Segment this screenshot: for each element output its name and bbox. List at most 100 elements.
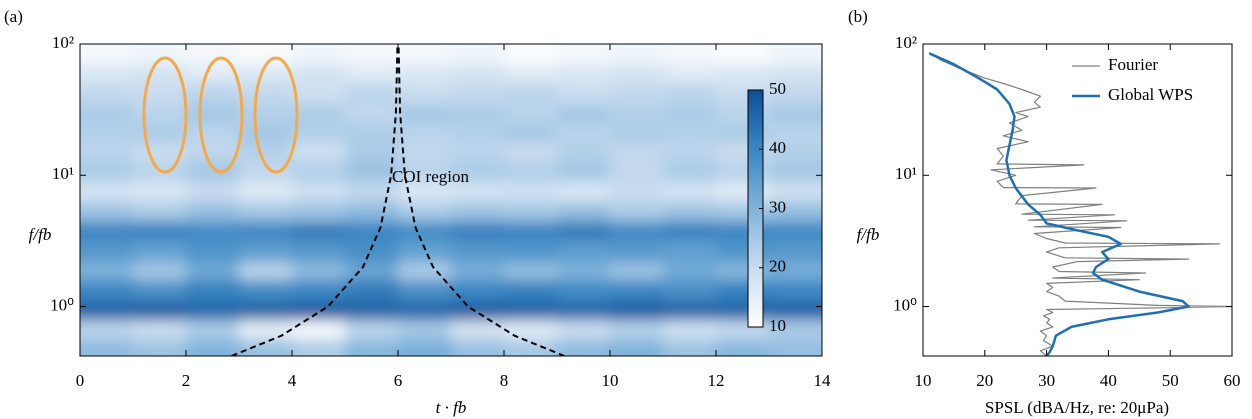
heat-cell [610, 339, 664, 356]
heat-cell [292, 44, 346, 65]
heat-cell [557, 261, 611, 281]
heat-cell [80, 83, 134, 105]
heat-cell [663, 301, 717, 320]
heat-cell [133, 339, 187, 356]
panel-label: (a) [4, 7, 23, 26]
heat-cell [557, 181, 611, 203]
heat-cell [663, 141, 717, 161]
heat-cell [769, 160, 822, 182]
heat-cell [451, 240, 505, 263]
y-tick-label: 10⁰ [893, 295, 917, 314]
heat-cell [557, 220, 611, 241]
heat-cell [451, 83, 505, 105]
heat-cell [557, 160, 611, 182]
heat-cell [345, 301, 399, 320]
heat-cell [239, 123, 293, 143]
heat-cell [80, 160, 134, 182]
heat-cell [186, 181, 240, 203]
heat-cell [80, 301, 134, 320]
heat-cell [345, 141, 399, 161]
heat-cell [663, 240, 717, 263]
y-tick-label: 10² [895, 33, 917, 52]
legend-label: Fourier [1108, 55, 1158, 74]
heat-cell [504, 160, 558, 182]
heat-cell [133, 261, 187, 281]
highlight-ellipses [142, 56, 299, 174]
heat-cell [239, 279, 293, 302]
heat-cell [769, 201, 822, 222]
heat-cell [398, 319, 452, 341]
heat-cell [610, 44, 664, 65]
heat-cell [557, 279, 611, 302]
ellipse [142, 56, 188, 174]
heat-cell [398, 339, 452, 356]
heat-cell [80, 103, 134, 124]
heat-cell [239, 103, 293, 124]
heat-cell [292, 181, 346, 203]
heat-cell [557, 319, 611, 341]
heat-cell [186, 279, 240, 302]
y-tick-label: 10¹ [895, 164, 917, 183]
heat-cell [557, 339, 611, 356]
heat-cell [663, 279, 717, 302]
heat-cell [398, 301, 452, 320]
heat-cell [186, 240, 240, 263]
heat-cell [345, 83, 399, 105]
x-tick-label: 50 [1162, 371, 1179, 390]
heat-cell [398, 240, 452, 263]
x-tick-label: 8 [500, 371, 509, 390]
heat-cell [345, 181, 399, 203]
heat-cell [345, 220, 399, 241]
y-axis-label: f/fb [29, 225, 52, 244]
heat-cell [769, 301, 822, 320]
heat-cell [769, 64, 822, 85]
heat-cell [345, 261, 399, 281]
heat-cell [186, 319, 240, 341]
heat-cell [80, 141, 134, 161]
heat-cell [451, 220, 505, 241]
colorbar-tick-label: 20 [769, 257, 786, 276]
x-tick-label: 10 [602, 371, 619, 390]
heat-cell [663, 64, 717, 85]
heat-cell [239, 220, 293, 241]
heat-cell [292, 160, 346, 182]
heat-cell [769, 339, 822, 356]
heat-cell [769, 240, 822, 263]
heat-cell [133, 103, 187, 124]
heat-cell [769, 83, 822, 105]
heat-cell [186, 339, 240, 356]
heat-cell [186, 103, 240, 124]
heat-cell [239, 240, 293, 263]
heat-cell [186, 64, 240, 85]
heat-cell [504, 301, 558, 320]
y-axis-label: f/fb [857, 225, 880, 244]
heat-cell [186, 201, 240, 222]
heat-cell [398, 160, 452, 182]
heat-cell [769, 319, 822, 341]
heat-cell [80, 339, 134, 356]
heat-cell [80, 44, 134, 65]
colorbar-tick-label: 30 [769, 197, 786, 216]
heat-cell [80, 64, 134, 85]
heat-cell [610, 103, 664, 124]
heat-cell [451, 261, 505, 281]
heat-cell [557, 240, 611, 263]
heat-cell [80, 240, 134, 263]
heat-cell [239, 160, 293, 182]
heat-cell [292, 141, 346, 161]
heat-cell [80, 181, 134, 203]
coi-label: COI region [392, 167, 469, 186]
x-tick-label: 0 [76, 371, 85, 390]
heat-cell [292, 64, 346, 85]
x-tick-label: 14 [814, 371, 832, 390]
heat-cell [504, 339, 558, 356]
heat-cell [133, 181, 187, 203]
heat-cell [186, 160, 240, 182]
heat-cell [663, 44, 717, 65]
heat-cell [133, 319, 187, 341]
heat-cell [663, 220, 717, 241]
heat-cell [345, 44, 399, 65]
heat-cell [663, 83, 717, 105]
heat-cell [239, 83, 293, 105]
heat-cell [504, 141, 558, 161]
